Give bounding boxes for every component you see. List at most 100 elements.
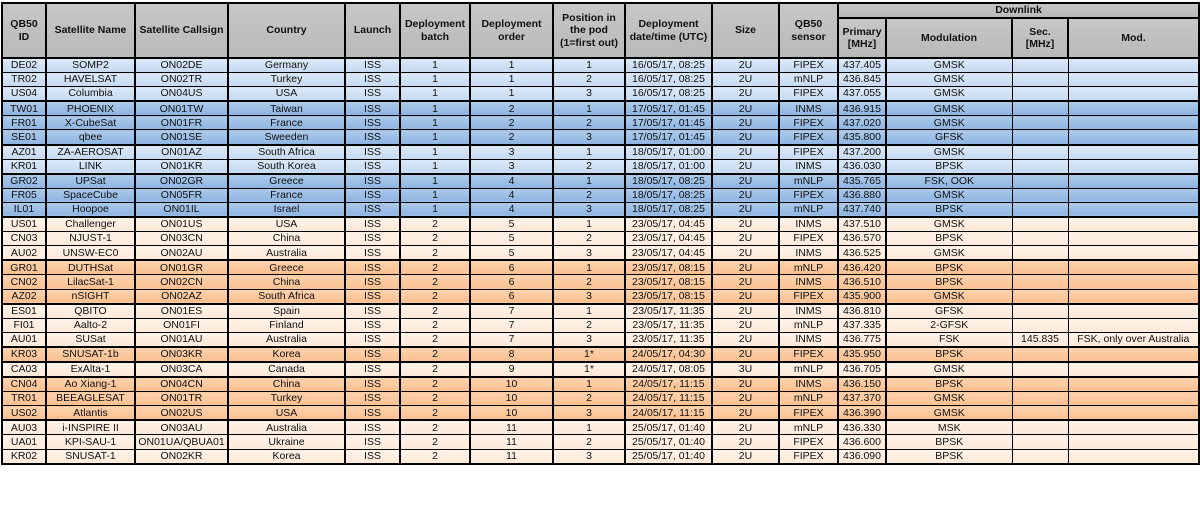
cell-primary-mhz: 436.525	[837, 245, 887, 261]
cell-qb50-sensor: INMS	[778, 302, 839, 319]
cell-satellite-callsign: ON02DE	[134, 57, 229, 74]
cell-qb50-id: KR02	[1, 448, 47, 465]
cell-primary-mhz: 435.765	[837, 172, 887, 189]
cell-secondary-mod	[1067, 143, 1200, 160]
cell-deployment-order: 5	[469, 216, 554, 233]
cell-deployment-datetime: 23/05/17, 11:35	[624, 302, 713, 319]
cell-satellite-callsign: ON01US	[134, 216, 229, 233]
cell-satellite-name: ZA-AEROSAT	[45, 143, 136, 160]
cell-primary-mhz: 437.510	[837, 216, 887, 233]
cell-deployment-batch: 2	[399, 231, 471, 247]
cell-sec-mhz	[1011, 129, 1069, 146]
cell-country: Korea	[227, 345, 346, 363]
cell-pod-position: 1	[552, 143, 626, 160]
cell-deployment-batch: 1	[399, 158, 471, 175]
cell-modulation: MSK	[885, 419, 1013, 436]
cell-deployment-batch: 1	[399, 129, 471, 146]
cell-modulation: BPSK	[885, 274, 1013, 290]
cell-satellite-name: Columbia	[45, 86, 136, 102]
cell-modulation: BPSK	[885, 158, 1013, 175]
table-row: GR01 DUTHSat ON01GR Greece ISS 2 6 1 23/05/17, 0…	[1, 259, 1200, 276]
cell-secondary-mod	[1067, 158, 1200, 175]
cell-size: 2U	[711, 86, 780, 102]
table-row: US01 Challenger ON01US USA ISS 2 5 1 23/05/17, 0…	[1, 216, 1200, 233]
cell-secondary-mod	[1067, 274, 1200, 290]
cell-secondary-mod: FSK, only over Australia	[1067, 331, 1200, 348]
cell-satellite-name: PHOENIX	[45, 100, 136, 117]
cell-satellite-name: UNSW-EC0	[45, 245, 136, 261]
table-row: GR02 UPSat ON02GR Greece ISS 1 4 1 18/05/17, 08:…	[1, 172, 1200, 189]
header-launch: Launch	[344, 2, 401, 59]
cell-satellite-callsign: ON02AZ	[134, 288, 229, 305]
cell-deployment-order: 2	[469, 115, 554, 131]
cell-country: South Korea	[227, 158, 346, 175]
cell-primary-mhz: 437.200	[837, 143, 887, 160]
cell-modulation: GMSK	[885, 216, 1013, 233]
cell-deployment-batch: 1	[399, 115, 471, 131]
cell-deployment-batch: 1	[399, 100, 471, 117]
cell-qb50-id: CN03	[1, 231, 47, 247]
cell-satellite-callsign: ON01FR	[134, 115, 229, 131]
cell-deployment-order: 3	[469, 143, 554, 160]
cell-launch: ISS	[344, 86, 401, 102]
cell-secondary-mod	[1067, 259, 1200, 276]
cell-satellite-name: nSIGHT	[45, 288, 136, 305]
cell-primary-mhz: 436.810	[837, 302, 887, 319]
cell-secondary-mod	[1067, 419, 1200, 436]
cell-size: 2U	[711, 448, 780, 465]
cell-satellite-callsign: ON01AU	[134, 331, 229, 348]
cell-satellite-callsign: ON02KR	[134, 448, 229, 465]
table-row: TW01 PHOENIX ON01TW Taiwan ISS 1 2 1 17/05/17, 0…	[1, 100, 1200, 117]
cell-modulation: BPSK	[885, 345, 1013, 363]
cell-deployment-batch: 2	[399, 434, 471, 450]
cell-deployment-order: 7	[469, 317, 554, 333]
cell-deployment-datetime: 18/05/17, 08:25	[624, 187, 713, 203]
cell-sec-mhz	[1011, 115, 1069, 131]
cell-qb50-id: KR03	[1, 345, 47, 363]
cell-qb50-sensor: mNLP	[778, 201, 839, 218]
cell-qb50-sensor: FIPEX	[778, 405, 839, 421]
cell-deployment-datetime: 23/05/17, 08:15	[624, 288, 713, 305]
cell-size: 2U	[711, 115, 780, 131]
cell-sec-mhz	[1011, 231, 1069, 247]
cell-modulation: GFSK	[885, 129, 1013, 146]
cell-deployment-order: 11	[469, 448, 554, 465]
cell-satellite-callsign: ON01SE	[134, 129, 229, 146]
cell-modulation: 2-GFSK	[885, 317, 1013, 333]
table-row: US02 Atlantis ON02US USA ISS 2 10 3 24/05/17, 11…	[1, 405, 1200, 421]
cell-sec-mhz	[1011, 143, 1069, 160]
cell-pod-position: 1	[552, 216, 626, 233]
cell-deployment-datetime: 23/05/17, 04:45	[624, 216, 713, 233]
cell-qb50-id: FI01	[1, 317, 47, 333]
cell-modulation: FSK, OOK	[885, 172, 1013, 189]
header-size: Size	[711, 2, 780, 59]
cell-satellite-name: i-INSPIRE II	[45, 419, 136, 436]
cell-size: 2U	[711, 57, 780, 74]
cell-satellite-callsign: ON02AU	[134, 245, 229, 261]
cell-satellite-callsign: ON05FR	[134, 187, 229, 203]
cell-deployment-batch: 2	[399, 376, 471, 393]
table-row: ES01 QBITO ON01ES Spain ISS 2 7 1 23/05/17, 11:3…	[1, 302, 1200, 319]
cell-pod-position: 2	[552, 434, 626, 450]
cell-satellite-callsign: ON01IL	[134, 201, 229, 218]
table-row: FR05 SpaceCube ON05FR France ISS 1 4 2 18/05/17,…	[1, 187, 1200, 203]
cell-sec-mhz	[1011, 405, 1069, 421]
header-deployment-order: Deployment order	[469, 2, 554, 59]
cell-secondary-mod	[1067, 448, 1200, 465]
cell-size: 2U	[711, 201, 780, 218]
cell-deployment-batch: 1	[399, 143, 471, 160]
cell-country: Greece	[227, 259, 346, 276]
cell-sec-mhz	[1011, 302, 1069, 319]
cell-country: USA	[227, 405, 346, 421]
cell-satellite-callsign: ON03KR	[134, 345, 229, 363]
cell-primary-mhz: 436.775	[837, 331, 887, 348]
cell-satellite-callsign: ON03CA	[134, 360, 229, 378]
cell-deployment-batch: 2	[399, 448, 471, 465]
cell-qb50-sensor: FIPEX	[778, 115, 839, 131]
cell-qb50-id: GR02	[1, 172, 47, 189]
header-downlink-group: Downlink	[836, 2, 1200, 19]
cell-deployment-order: 11	[469, 419, 554, 436]
cell-satellite-callsign: ON02US	[134, 405, 229, 421]
table-row: FR01 X-CubeSat ON01FR France ISS 1 2 2 17/05/17,…	[1, 115, 1200, 131]
cell-pod-position: 2	[552, 72, 626, 88]
